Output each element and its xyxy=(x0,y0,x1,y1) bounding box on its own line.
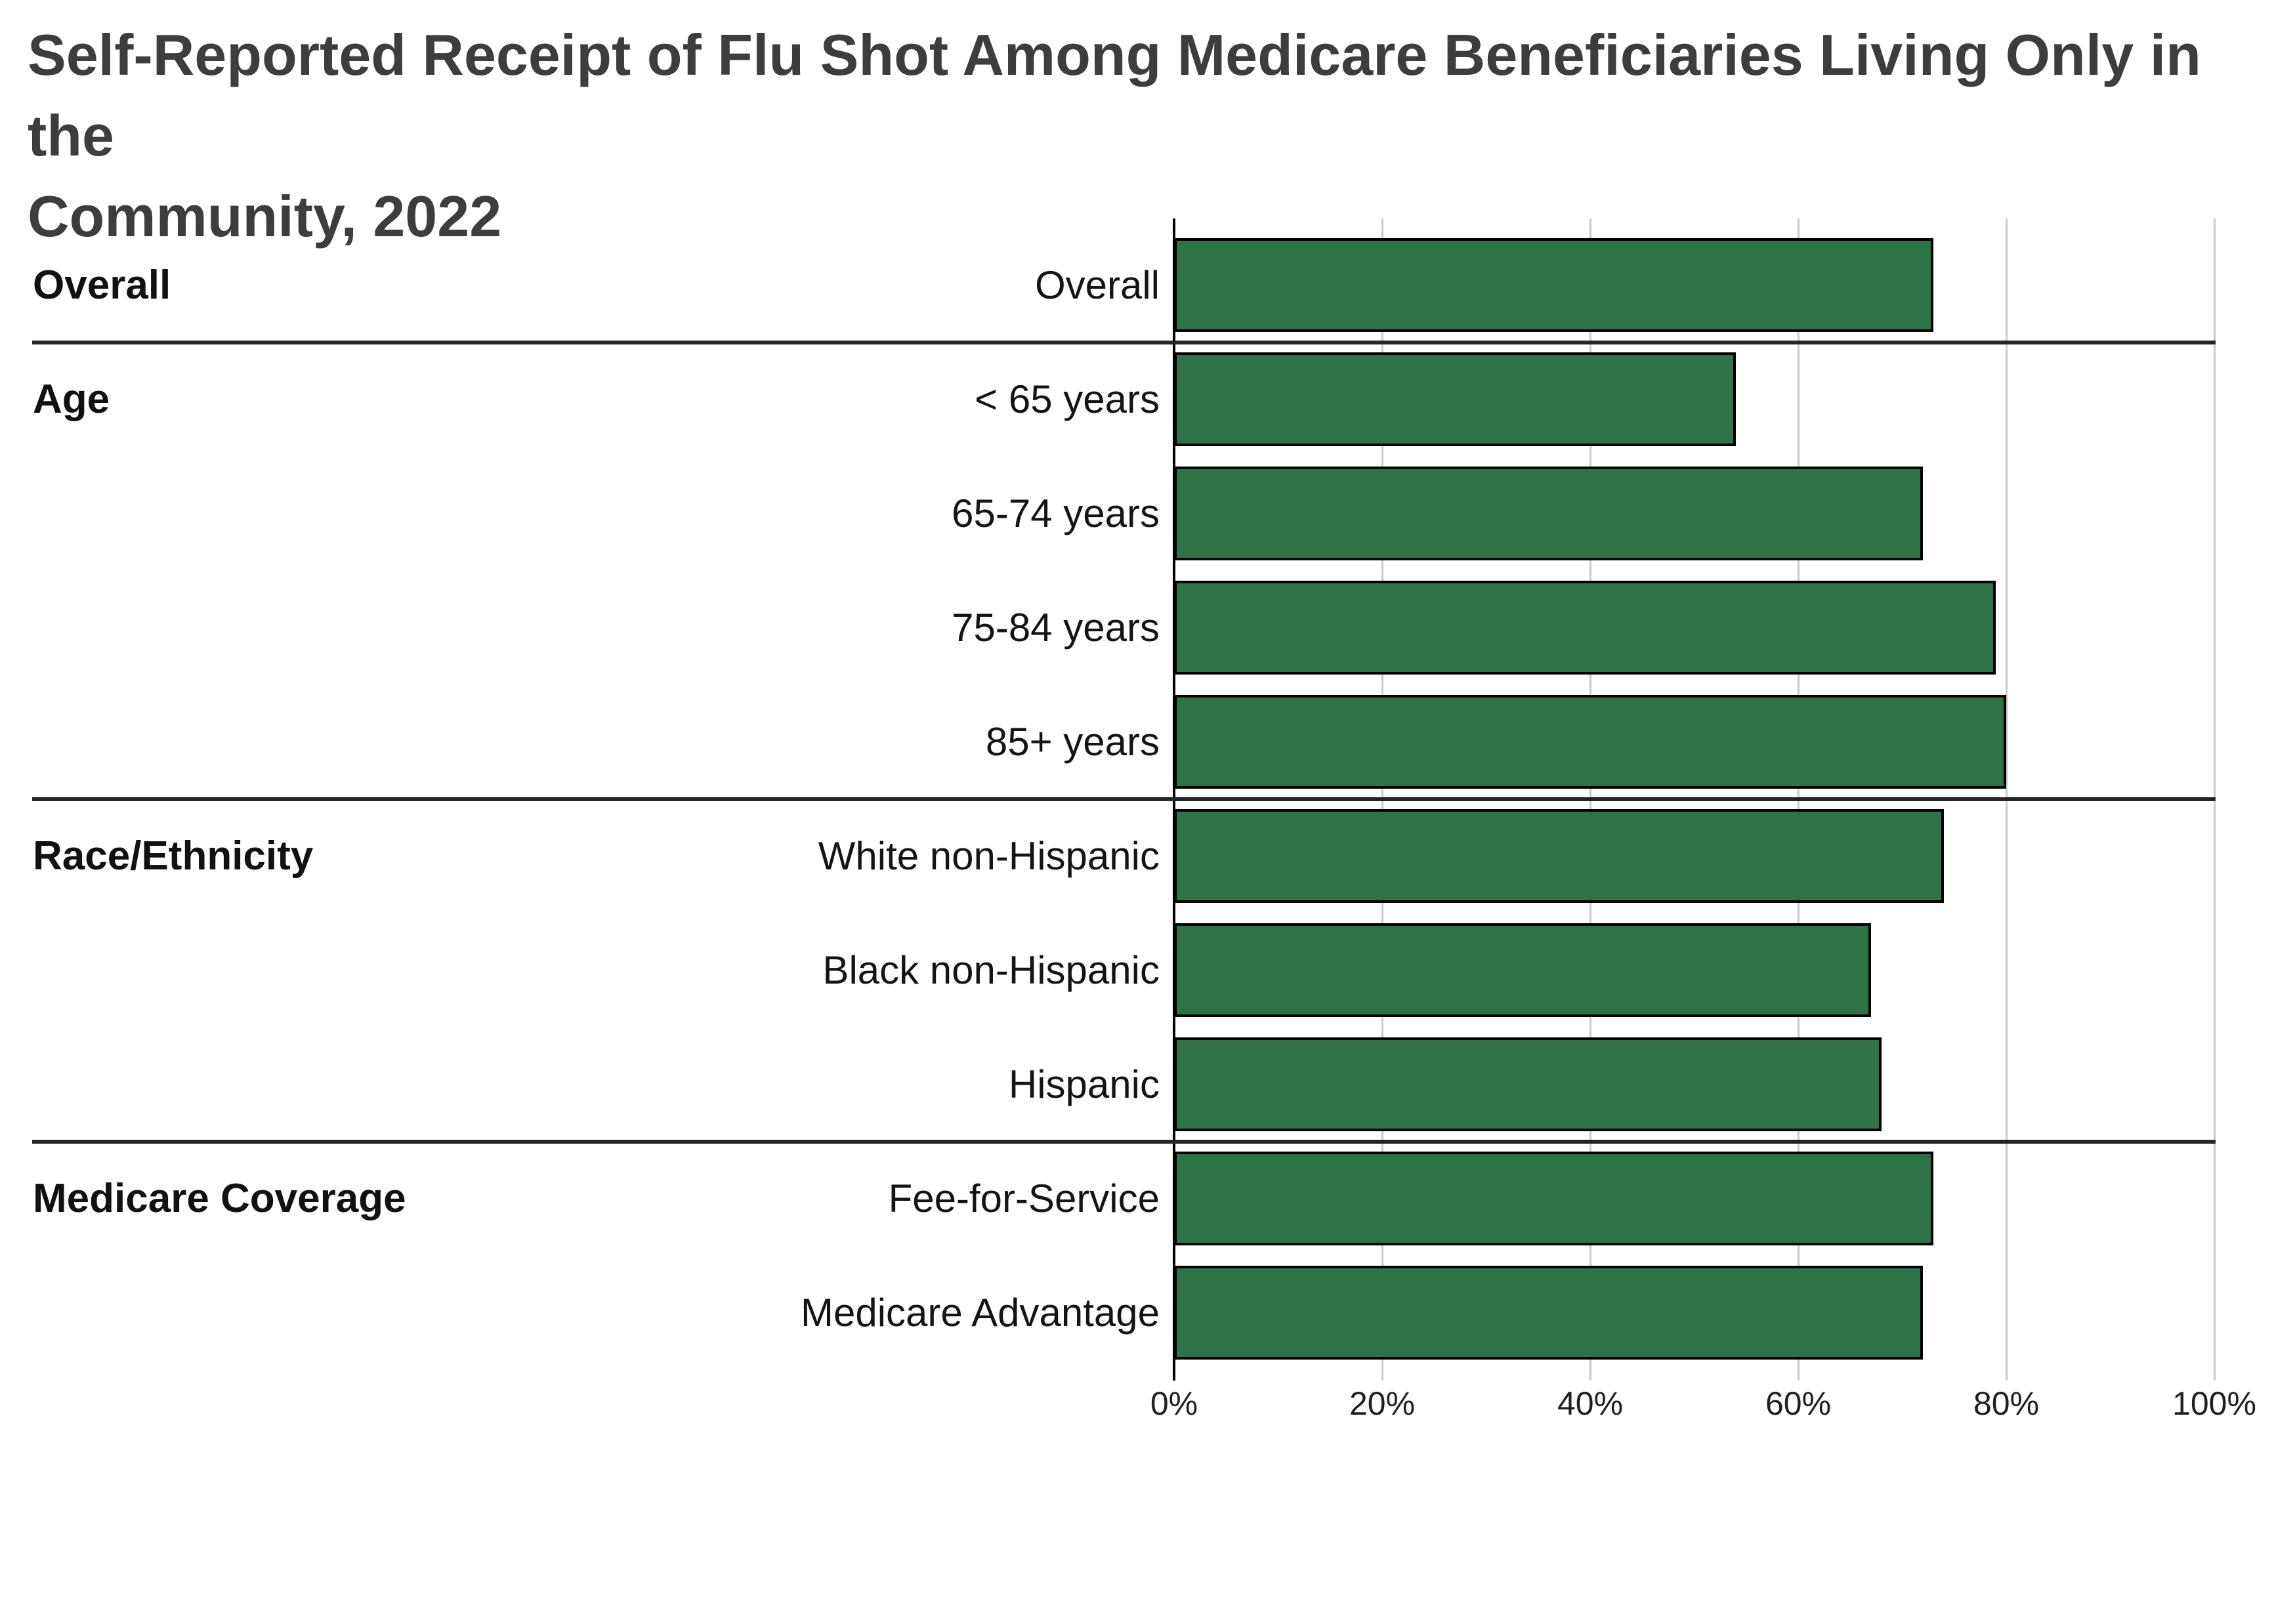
bar xyxy=(1174,923,1871,1017)
chart-title-line1: Self-Reported Receipt of Flu Shot Among … xyxy=(28,22,2201,168)
x-tick-label: 80% xyxy=(1973,1385,2040,1422)
bar xyxy=(1174,238,1933,332)
category-label: Medicare Advantage xyxy=(800,1291,1160,1335)
category-label: 65-74 years xyxy=(952,491,1160,535)
group-divider xyxy=(32,1140,2216,1144)
bar xyxy=(1174,1152,1933,1245)
x-tick-label: 100% xyxy=(2172,1385,2256,1422)
x-tick-label: 60% xyxy=(1765,1385,1832,1422)
bar xyxy=(1174,581,1996,675)
group-label: Age xyxy=(33,377,110,422)
chart-title: Self-Reported Receipt of Flu Shot Among … xyxy=(28,14,2274,257)
category-label: Black non-Hispanic xyxy=(822,948,1160,992)
group-label: Race/Ethnicity xyxy=(33,833,314,879)
x-tick-label: 0% xyxy=(1150,1385,1198,1422)
category-label: Overall xyxy=(1034,263,1160,307)
bar xyxy=(1174,809,1944,903)
category-label: < 65 years xyxy=(975,377,1160,421)
group-divider xyxy=(32,341,2216,344)
bar xyxy=(1174,352,1736,446)
group-divider xyxy=(32,797,2216,801)
x-tick-label: 40% xyxy=(1557,1385,1624,1422)
category-label: 85+ years xyxy=(985,720,1160,764)
group-label: Medicare Coverage xyxy=(33,1176,406,1221)
bar xyxy=(1174,467,1923,560)
category-label: White non-Hispanic xyxy=(818,834,1160,878)
bar xyxy=(1174,695,2006,789)
bar xyxy=(1174,1266,1923,1360)
chart-title-line2: Community, 2022 xyxy=(28,184,502,249)
category-label: 75-84 years xyxy=(952,606,1160,650)
x-tick-label: 20% xyxy=(1349,1385,1416,1422)
group-label: Overall xyxy=(33,262,171,308)
category-label: Hispanic xyxy=(1008,1062,1160,1106)
category-label: Fee-for-Service xyxy=(888,1176,1160,1220)
bar xyxy=(1174,1037,1882,1131)
